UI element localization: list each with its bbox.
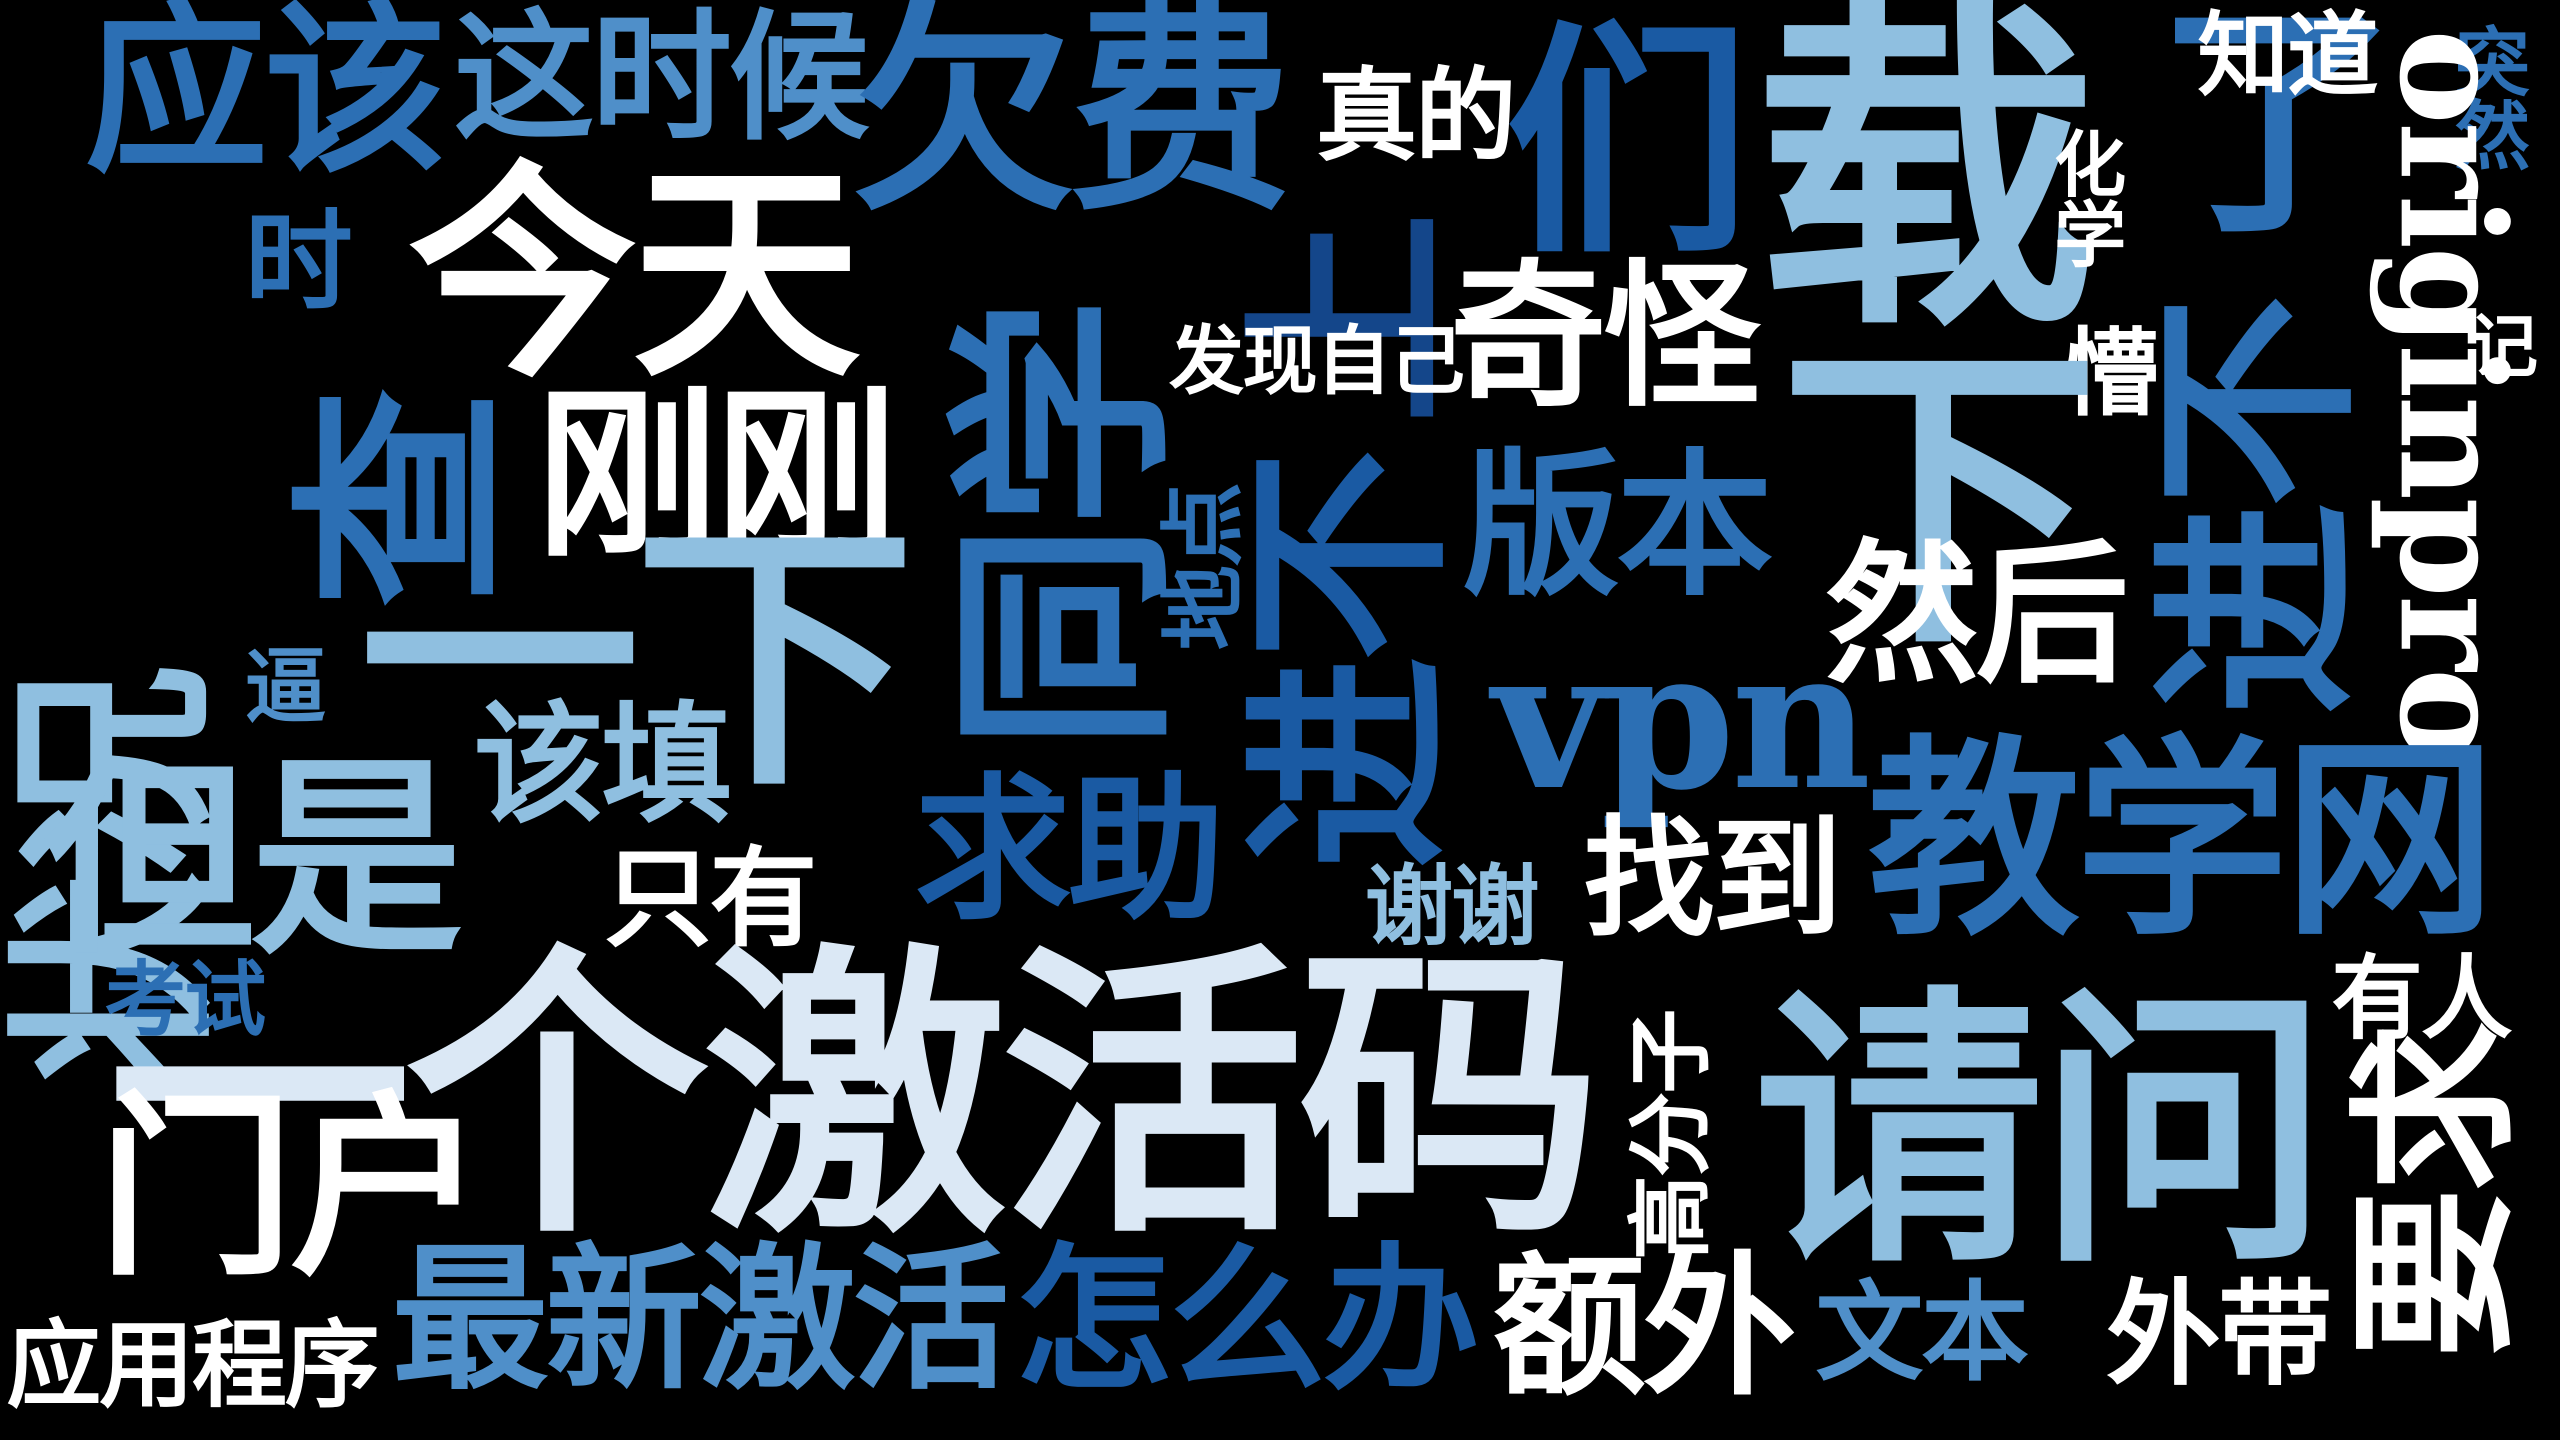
word-originpro: originpro xyxy=(2368,29,2538,762)
word-jintian: 今天 xyxy=(408,139,861,408)
word-jiaoxuewang: 教学网 xyxy=(1867,715,2496,965)
word-ganggang: 刚刚 xyxy=(535,368,898,584)
word-men: 们 xyxy=(1505,0,1750,286)
word-youren: 有人 xyxy=(2331,944,2512,1053)
word-ranhou: 然后 xyxy=(1825,524,2129,705)
word-banben: 版本 xyxy=(1462,433,1773,618)
word-waidai: 外带 xyxy=(2106,1266,2332,1401)
word-danshi: 但是 xyxy=(42,735,462,985)
word-zenmeban: 怎么办 xyxy=(1015,1226,1480,1411)
word-yigejihuoma: 一个激活码 xyxy=(107,916,1602,1274)
word-mang: 懵 xyxy=(2063,317,2159,429)
word-shi: 时 xyxy=(244,198,353,325)
word-yixia: 一下 xyxy=(359,494,915,825)
word-bi: 逼 xyxy=(244,638,327,735)
word-yingyongchengxu: 应用程序 xyxy=(6,1310,380,1422)
word-menhu: 门户 xyxy=(97,1072,486,1303)
word-qiuzhu: 求助 xyxy=(914,756,1224,941)
word-huaxue: 化学 xyxy=(2042,127,2127,269)
word-tongxue: 同学 xyxy=(929,303,1199,752)
word-turan: 突然 xyxy=(2442,22,2532,171)
word-qingwen: 请问 xyxy=(1753,960,2328,1303)
word-zheshihou: 这时候 xyxy=(453,0,870,161)
word-ewai: 额外 xyxy=(1492,1236,1796,1417)
word-xia-right: 下 xyxy=(1779,311,2100,687)
word-yinggai: 应该 xyxy=(84,0,447,198)
word-jinbuqu2: 进不 xyxy=(2132,299,2382,716)
word-zai: 载 xyxy=(1753,0,2096,372)
word-gaitian: 该填 xyxy=(473,686,732,841)
word-faxianziji: 发现自己 xyxy=(1168,316,1465,406)
word-ji: 记 xyxy=(2456,310,2537,378)
word-yaoqiu: 要求 xyxy=(2336,1025,2536,1359)
word-vpn: vpn xyxy=(1492,606,1871,833)
word-wenben: 文本 xyxy=(1815,1270,2029,1396)
word-zhende: 真的 xyxy=(1315,56,1516,176)
word-kaoshi: 考试 xyxy=(104,952,266,1048)
word-zhiyou: 只有 xyxy=(604,835,817,962)
word-zuixinjihuo: 最新激活 xyxy=(391,1226,1009,1411)
word-zhidao: 知道 xyxy=(2197,0,2379,109)
word-qianfei: 欠费 xyxy=(852,0,1292,241)
word-xiexie: 谢谢 xyxy=(1364,854,1540,959)
word-gaofenzi: 高分子 xyxy=(1621,1010,1722,1261)
word-zhaodao: 找到 xyxy=(1583,801,1843,956)
word-qiguai: 奇怪 xyxy=(1449,243,1760,428)
word-le: 了 xyxy=(2155,0,2400,266)
word-jinbuqu1: 进不 xyxy=(1225,452,1475,869)
